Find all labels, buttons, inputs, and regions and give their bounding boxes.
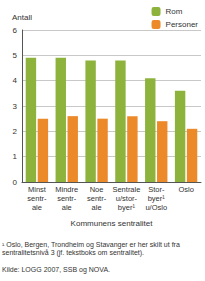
svg-text:sentralitetsnivå 3 (jf. tekstb: sentralitetsnivå 3 (jf. tekstboks om sen… (2, 249, 144, 257)
svg-text:sentr-: sentr- (87, 194, 107, 203)
svg-text:ale: ale (62, 203, 72, 212)
svg-text:Oslo: Oslo (178, 185, 193, 194)
svg-text:Mindre: Mindre (55, 185, 78, 194)
svg-text:Noe: Noe (90, 185, 104, 194)
svg-text:Rom: Rom (166, 7, 183, 16)
svg-text:1: 1 (13, 152, 18, 161)
svg-text:ale: ale (92, 203, 102, 212)
svg-text:Antall: Antall (12, 13, 32, 22)
svg-text:2: 2 (13, 127, 18, 136)
svg-text:Minst: Minst (28, 185, 47, 194)
svg-text:sentr-: sentr- (27, 194, 47, 203)
svg-text:u/Oslo: u/Oslo (145, 203, 167, 212)
svg-text:¹ Oslo, Bergen, Trondheim og S: ¹ Oslo, Bergen, Trondheim og Stavanger e… (2, 241, 182, 249)
svg-text:6: 6 (13, 26, 18, 35)
svg-text:3: 3 (13, 102, 18, 111)
svg-text:Personer: Personer (166, 20, 199, 29)
svg-text:4: 4 (13, 76, 18, 85)
svg-text:ale: ale (32, 203, 42, 212)
svg-text:5: 5 (13, 51, 18, 60)
svg-text:sentr-: sentr- (57, 194, 77, 203)
svg-text:Kilde: LOGG 2007, SSB og NOVA.: Kilde: LOGG 2007, SSB og NOVA. (2, 266, 110, 274)
svg-text:Sentrale: Sentrale (112, 185, 140, 194)
svg-text:u/stor-: u/stor- (116, 194, 138, 203)
svg-text:Stor-: Stor- (148, 185, 165, 194)
svg-text:0: 0 (13, 178, 18, 187)
svg-text:Kommunens sentralitet: Kommunens sentralitet (71, 219, 154, 228)
svg-text:byer¹: byer¹ (118, 203, 136, 212)
svg-text:byer¹: byer¹ (148, 194, 166, 203)
